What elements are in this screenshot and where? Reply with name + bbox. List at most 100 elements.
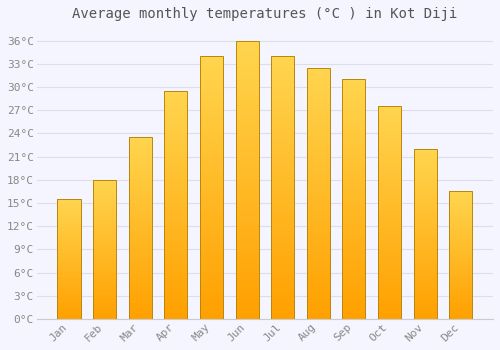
Bar — [449, 261, 472, 263]
Bar — [164, 214, 188, 216]
Bar — [128, 279, 152, 281]
Bar — [342, 156, 365, 158]
Bar — [414, 273, 436, 275]
Bar — [271, 240, 294, 243]
Bar — [449, 257, 472, 258]
Bar — [236, 124, 258, 127]
Bar — [306, 301, 330, 304]
Bar — [342, 168, 365, 170]
Bar — [200, 243, 223, 245]
Bar — [342, 242, 365, 245]
Bar — [414, 249, 436, 251]
Bar — [200, 219, 223, 222]
Bar — [271, 224, 294, 227]
Bar — [378, 196, 401, 198]
Bar — [200, 108, 223, 111]
Bar — [93, 279, 116, 280]
Bar — [306, 88, 330, 90]
Bar — [306, 259, 330, 261]
Bar — [200, 301, 223, 303]
Bar — [414, 208, 436, 210]
Bar — [236, 158, 258, 160]
Bar — [449, 310, 472, 311]
Bar — [271, 140, 294, 143]
Bar — [306, 279, 330, 281]
Bar — [93, 226, 116, 227]
Bar — [306, 306, 330, 309]
Bar — [306, 196, 330, 198]
Bar — [128, 146, 152, 148]
Bar — [378, 117, 401, 119]
Bar — [306, 304, 330, 306]
Bar — [414, 280, 436, 281]
Bar — [93, 294, 116, 295]
Bar — [378, 128, 401, 130]
Bar — [342, 98, 365, 101]
Bar — [164, 248, 188, 251]
Bar — [58, 227, 80, 228]
Bar — [58, 240, 80, 241]
Bar — [200, 203, 223, 206]
Bar — [306, 148, 330, 150]
Bar — [449, 193, 472, 194]
Bar — [93, 313, 116, 315]
Bar — [200, 248, 223, 251]
Bar — [271, 138, 294, 140]
Bar — [93, 263, 116, 265]
Bar — [414, 263, 436, 265]
Bar — [414, 150, 436, 152]
Bar — [164, 223, 188, 225]
Bar — [306, 161, 330, 163]
Bar — [93, 276, 116, 277]
Bar — [200, 282, 223, 285]
Bar — [414, 300, 436, 302]
Bar — [414, 215, 436, 217]
Bar — [342, 151, 365, 154]
Bar — [93, 253, 116, 255]
Bar — [378, 200, 401, 202]
Bar — [164, 111, 188, 114]
Bar — [271, 182, 294, 185]
Bar — [128, 137, 152, 139]
Bar — [58, 266, 80, 267]
Bar — [414, 253, 436, 254]
Bar — [342, 199, 365, 202]
Bar — [378, 289, 401, 291]
Bar — [449, 195, 472, 196]
Bar — [306, 274, 330, 276]
Bar — [271, 308, 294, 311]
Bar — [164, 294, 188, 296]
Bar — [414, 198, 436, 200]
Bar — [378, 204, 401, 206]
Bar — [271, 306, 294, 308]
Bar — [271, 248, 294, 251]
Bar — [93, 186, 116, 187]
Bar — [93, 274, 116, 276]
Bar — [306, 178, 330, 181]
Bar — [271, 127, 294, 130]
Bar — [236, 69, 258, 71]
Bar — [93, 184, 116, 186]
Bar — [128, 302, 152, 304]
Bar — [306, 113, 330, 116]
Bar — [200, 172, 223, 174]
Bar — [200, 285, 223, 287]
Bar — [93, 210, 116, 212]
Bar — [378, 176, 401, 178]
Bar — [342, 89, 365, 91]
Bar — [128, 230, 152, 232]
Bar — [93, 192, 116, 194]
Bar — [164, 232, 188, 234]
Bar — [306, 80, 330, 83]
Bar — [236, 283, 258, 286]
Bar — [164, 125, 188, 127]
Bar — [236, 180, 258, 183]
Bar — [164, 162, 188, 164]
Bar — [58, 250, 80, 251]
Bar — [414, 206, 436, 208]
Bar — [378, 259, 401, 261]
Bar — [271, 69, 294, 72]
Bar — [164, 127, 188, 130]
Bar — [128, 141, 152, 143]
Bar — [378, 242, 401, 245]
